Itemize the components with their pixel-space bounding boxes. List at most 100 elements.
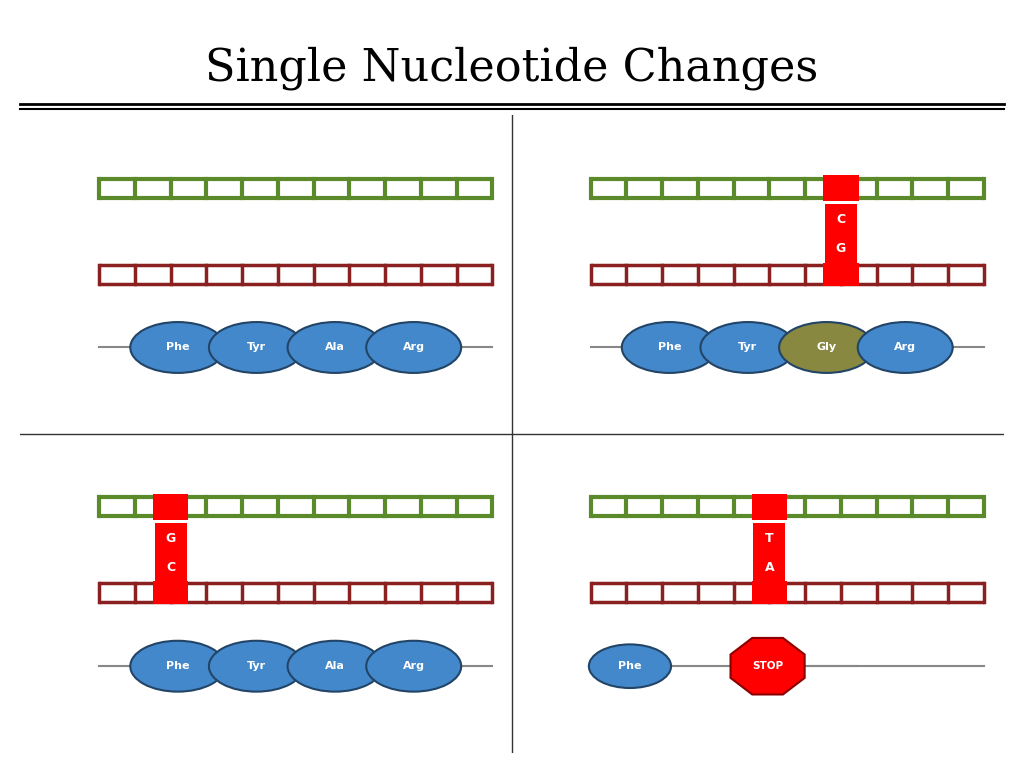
Text: U: U: [272, 561, 283, 574]
Text: Ala: Ala: [325, 661, 345, 671]
Text: A: A: [622, 214, 631, 227]
Text: G: G: [800, 242, 810, 255]
Text: A: A: [729, 561, 738, 574]
Text: Normal: Normal: [236, 143, 297, 158]
Text: C: C: [908, 561, 916, 574]
Ellipse shape: [700, 322, 796, 373]
Text: U: U: [94, 242, 104, 255]
Text: U: U: [622, 242, 632, 255]
Text: U: U: [979, 242, 989, 255]
Text: G: G: [452, 242, 462, 255]
Bar: [823, 263, 859, 286]
Ellipse shape: [367, 641, 461, 692]
Text: C: C: [908, 242, 916, 255]
Ellipse shape: [209, 322, 304, 373]
Text: G: G: [308, 561, 318, 574]
Text: G: G: [943, 561, 953, 574]
Text: A: A: [238, 561, 247, 574]
Text: U: U: [764, 242, 774, 255]
Text: C: C: [452, 214, 461, 227]
Text: Tyr: Tyr: [247, 343, 266, 353]
Text: mRNA: mRNA: [40, 583, 83, 596]
Text: A: A: [487, 532, 497, 545]
Text: U: U: [657, 561, 668, 574]
Text: A: A: [130, 214, 139, 227]
Text: A: A: [94, 532, 103, 545]
Text: Missense Mutation: Missense Mutation: [677, 143, 839, 158]
Text: C: C: [943, 532, 952, 545]
Text: T: T: [765, 532, 774, 545]
Text: Single Nucleotide Changes: Single Nucleotide Changes: [206, 46, 818, 90]
Text: U: U: [693, 561, 702, 574]
Text: C: C: [837, 561, 846, 574]
Text: A: A: [765, 561, 774, 574]
Text: A: A: [979, 214, 988, 227]
Ellipse shape: [858, 322, 952, 373]
Text: U: U: [130, 242, 140, 255]
Text: T: T: [381, 214, 389, 227]
Bar: [754, 523, 785, 554]
Ellipse shape: [622, 322, 717, 373]
Text: Phe: Phe: [166, 661, 189, 671]
Text: G: G: [836, 532, 846, 545]
Text: Protein: Protein: [531, 660, 583, 673]
Text: U: U: [166, 242, 176, 255]
Text: G: G: [452, 561, 462, 574]
Text: Ala: Ala: [325, 343, 345, 353]
Text: U: U: [272, 242, 283, 255]
Text: DNA: DNA: [40, 200, 71, 214]
Text: Silent Mutation: Silent Mutation: [200, 462, 333, 477]
Text: C: C: [166, 561, 175, 574]
Text: G: G: [308, 242, 318, 255]
Text: A: A: [622, 532, 631, 545]
Text: mRNA: mRNA: [531, 583, 574, 596]
Text: mRNA: mRNA: [531, 264, 574, 277]
Text: A: A: [657, 532, 667, 545]
Text: U: U: [657, 242, 668, 255]
Text: DNA: DNA: [531, 200, 562, 214]
Text: A: A: [586, 214, 595, 227]
Text: T: T: [238, 532, 247, 545]
Text: A: A: [693, 532, 702, 545]
Text: A: A: [765, 214, 774, 227]
Text: U: U: [130, 561, 140, 574]
Text: Protein: Protein: [40, 341, 91, 354]
Polygon shape: [730, 638, 805, 694]
Bar: [824, 233, 857, 265]
Text: A: A: [380, 561, 390, 574]
Text: C: C: [309, 214, 318, 227]
Text: DNA: DNA: [40, 519, 71, 532]
Text: A: A: [238, 242, 247, 255]
Text: U: U: [487, 561, 498, 574]
Text: Arg: Arg: [402, 343, 425, 353]
Text: C: C: [417, 242, 425, 255]
Text: G: G: [800, 561, 810, 574]
Text: T: T: [381, 532, 389, 545]
Text: G: G: [416, 214, 426, 227]
Text: U: U: [622, 561, 632, 574]
Text: G: G: [907, 214, 918, 227]
Text: U: U: [202, 561, 211, 574]
Bar: [752, 581, 787, 604]
Text: Phe: Phe: [166, 343, 189, 353]
Ellipse shape: [779, 322, 874, 373]
Bar: [153, 494, 188, 520]
Ellipse shape: [589, 644, 671, 688]
Text: C: C: [837, 214, 846, 227]
Text: A: A: [202, 214, 211, 227]
Text: A: A: [871, 561, 882, 574]
Text: Tyr: Tyr: [738, 343, 758, 353]
Text: A: A: [979, 532, 988, 545]
Text: A: A: [729, 242, 738, 255]
Text: Phe: Phe: [618, 661, 642, 671]
Text: G: G: [943, 242, 953, 255]
Text: T: T: [729, 214, 738, 227]
Text: T: T: [238, 214, 247, 227]
Text: A: A: [273, 532, 283, 545]
Text: A: A: [273, 214, 283, 227]
Text: A: A: [202, 532, 211, 545]
Text: Protein: Protein: [531, 341, 583, 354]
Text: Gly: Gly: [816, 343, 837, 353]
Text: A: A: [380, 242, 390, 255]
Bar: [824, 204, 857, 236]
